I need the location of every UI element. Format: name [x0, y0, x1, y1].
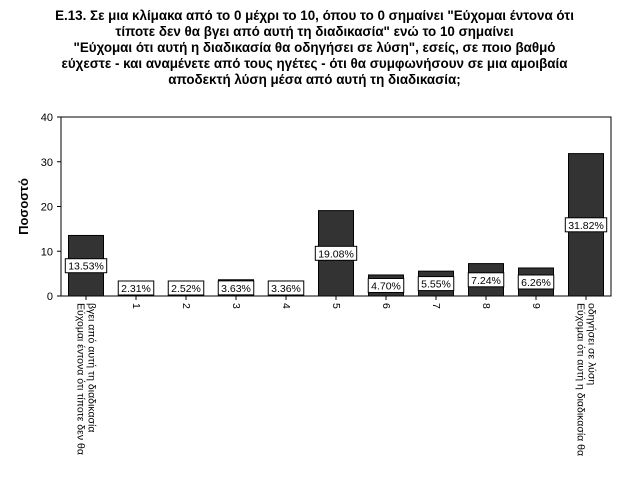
chart-title: Ε.13. Σε μια κλίμακα από το 0 μέχρι το 1… — [0, 8, 629, 88]
data-label-box — [417, 276, 455, 292]
data-label-box — [167, 280, 205, 296]
y-tick-label: 0 — [47, 291, 53, 303]
title-line: Ε.13. Σε μια κλίμακα από το 0 μέχρι το 1… — [55, 8, 574, 23]
data-label-box — [467, 272, 505, 288]
y-tick-label: 10 — [41, 246, 53, 258]
data-label: 7.24% — [471, 275, 501, 287]
data-label: 6.26% — [521, 277, 551, 289]
y-tick-label: 30 — [41, 157, 53, 169]
data-label: 19.08% — [318, 248, 354, 260]
x-tick-label: 3 — [230, 303, 242, 309]
data-label: 31.82% — [568, 220, 604, 232]
title-line: "Εύχομαι ότι αυτή η διαδικασία θα οδηγήσ… — [73, 40, 556, 55]
data-label: 3.36% — [271, 283, 301, 295]
x-tick-label: 9 — [530, 303, 542, 309]
x-tick-label: 1 — [130, 303, 142, 309]
y-tick-label: 20 — [41, 202, 53, 214]
x-tick-label: 2 — [180, 303, 192, 309]
title-line: εύχεστε - και αναμένετε από τους ηγέτες … — [61, 56, 568, 71]
x-tick-label: 6 — [380, 303, 392, 309]
title-line: αποδεκτή λύση μέσα από αυτή τη διαδικασί… — [168, 72, 461, 87]
y-tick-label: 40 — [41, 112, 53, 124]
data-label: 13.53% — [68, 261, 104, 273]
x-tick-label: 8 — [480, 303, 492, 309]
data-label: 5.55% — [421, 279, 451, 291]
x-tick-label: βγει από αυτή τη διαδικασία — [86, 303, 98, 432]
data-label: 3.63% — [221, 283, 251, 295]
data-label-box — [117, 280, 155, 296]
data-label: 4.70% — [371, 280, 401, 292]
x-tick-label: οδηγήσει σε λύση — [586, 303, 598, 385]
x-tick-label: Εύχομαι έντονα ότι τίποτε δεν θα — [75, 303, 87, 455]
data-label-box — [314, 245, 358, 261]
x-tick-label: 5 — [330, 303, 342, 309]
title-line: τίποτε δεν θα βγει από αυτή τη διαδικασί… — [115, 24, 514, 39]
data-label: 2.31% — [121, 283, 151, 295]
data-label-box — [267, 280, 305, 296]
data-label-box — [517, 274, 555, 290]
data-label-box — [64, 258, 108, 274]
data-label-box — [367, 277, 405, 293]
x-tick-label: 4 — [280, 303, 292, 309]
data-label-box — [217, 280, 255, 296]
data-label: 2.52% — [171, 283, 201, 295]
x-tick-label: Εύχομαι ότι αυτή η διαδικασία θα — [575, 303, 587, 456]
data-label-box — [564, 217, 608, 233]
x-tick-label: 7 — [430, 303, 442, 309]
y-axis-label: Ποσοστό — [16, 178, 31, 235]
